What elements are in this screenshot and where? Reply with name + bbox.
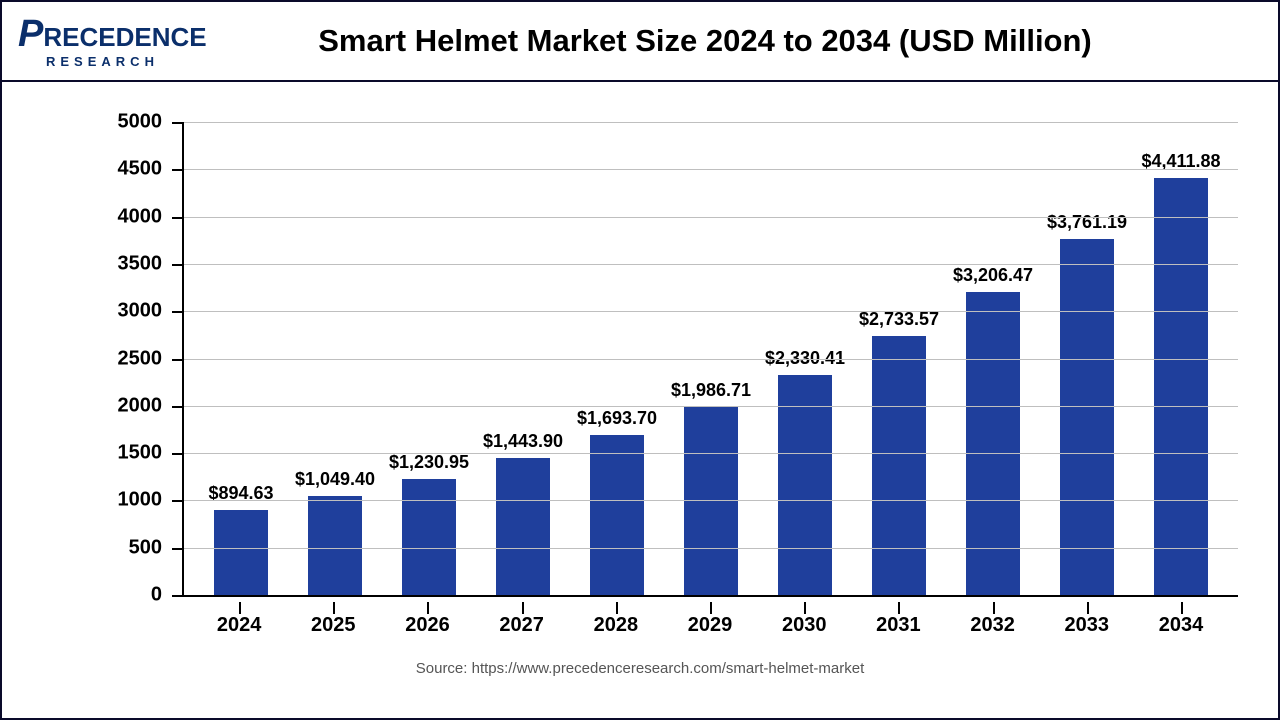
x-axis-label: 2024 — [192, 614, 286, 637]
x-tick — [427, 602, 429, 614]
bar-value-label: $3,206.47 — [953, 265, 1033, 286]
gridline — [184, 122, 1238, 123]
x-tick — [1087, 602, 1089, 614]
x-axis-labels: 2024202520262027202820292030203120322033… — [182, 614, 1238, 637]
gridline — [184, 500, 1238, 501]
x-axis-label: 2026 — [380, 614, 474, 637]
chart-container: PRECEDENCE RESEARCH Smart Helmet Market … — [0, 0, 1280, 720]
bar-value-label: $1,230.95 — [389, 452, 469, 473]
bar — [872, 336, 927, 595]
y-axis-label: 0 — [151, 584, 184, 607]
x-axis-label: 2030 — [757, 614, 851, 637]
logo-letter: P — [18, 13, 43, 55]
x-tick — [898, 602, 900, 614]
chart-title: Smart Helmet Market Size 2024 to 2034 (U… — [268, 23, 1262, 59]
bar — [1060, 239, 1115, 595]
y-axis-label: 1500 — [118, 442, 185, 465]
bar — [1154, 178, 1209, 595]
bar — [590, 435, 645, 595]
gridline — [184, 359, 1238, 360]
x-axis-label: 2031 — [851, 614, 945, 637]
y-axis-label: 4500 — [118, 158, 185, 181]
bar — [402, 479, 457, 595]
x-tick — [993, 602, 995, 614]
y-axis-label: 4000 — [118, 205, 185, 228]
bar-value-label: $1,986.71 — [671, 380, 751, 401]
source-text: Source: https://www.precedenceresearch.c… — [2, 660, 1278, 677]
gridline — [184, 264, 1238, 265]
y-axis-label: 500 — [129, 536, 184, 559]
bar-value-label: $1,693.70 — [577, 408, 657, 429]
y-axis-label: 2500 — [118, 347, 185, 370]
x-axis-label: 2033 — [1040, 614, 1134, 637]
x-axis-label: 2029 — [663, 614, 757, 637]
x-axis-label: 2027 — [475, 614, 569, 637]
bar — [308, 496, 363, 595]
y-axis-label: 5000 — [118, 111, 185, 134]
bar — [496, 458, 551, 595]
x-tick — [333, 602, 335, 614]
gridline — [184, 548, 1238, 549]
y-axis-label: 2000 — [118, 394, 185, 417]
bar — [778, 375, 833, 595]
x-axis-label: 2032 — [946, 614, 1040, 637]
gridline — [184, 217, 1238, 218]
y-axis-label: 1000 — [118, 489, 185, 512]
header: PRECEDENCE RESEARCH Smart Helmet Market … — [2, 2, 1278, 82]
x-axis-label: 2034 — [1134, 614, 1228, 637]
logo-sub: RESEARCH — [46, 54, 207, 69]
x-tick — [710, 602, 712, 614]
bar-value-label: $2,733.57 — [859, 309, 939, 330]
bar-value-label: $3,761.19 — [1047, 212, 1127, 233]
x-tick — [616, 602, 618, 614]
gridline — [184, 406, 1238, 407]
x-tick — [804, 602, 806, 614]
gridline — [184, 453, 1238, 454]
x-axis-label: 2025 — [286, 614, 380, 637]
bar — [214, 510, 269, 595]
plot: $894.63$1,049.40$1,230.95$1,443.90$1,693… — [182, 122, 1238, 597]
x-tick — [1181, 602, 1183, 614]
x-axis-label: 2028 — [569, 614, 663, 637]
gridline — [184, 311, 1238, 312]
bar — [966, 292, 1021, 595]
bar-value-label: $1,443.90 — [483, 431, 563, 452]
logo-main: RECEDENCE — [43, 22, 206, 52]
y-axis-label: 3000 — [118, 300, 185, 323]
y-axis-label: 3500 — [118, 252, 185, 275]
logo: PRECEDENCE RESEARCH — [18, 13, 268, 69]
x-tick — [239, 602, 241, 614]
x-tick — [522, 602, 524, 614]
bar-value-label: $1,049.40 — [295, 469, 375, 490]
chart-area: $894.63$1,049.40$1,230.95$1,443.90$1,693… — [2, 82, 1278, 687]
gridline — [184, 169, 1238, 170]
